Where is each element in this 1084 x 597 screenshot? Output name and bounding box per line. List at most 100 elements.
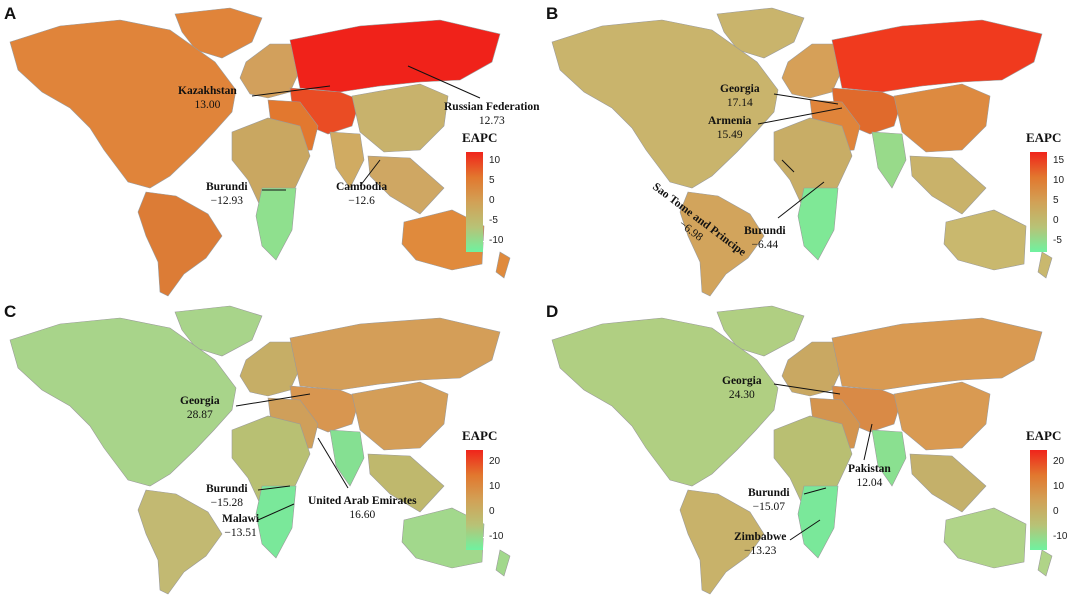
annotation-cambodia: Cambodia −12.6 xyxy=(336,181,388,207)
south-america xyxy=(679,191,765,297)
europe xyxy=(239,341,301,397)
legend-tickmark xyxy=(483,537,487,538)
australia xyxy=(401,209,485,271)
leader-line xyxy=(359,159,381,187)
legend-tick: 20 xyxy=(1053,456,1065,467)
south-america xyxy=(679,489,765,595)
leader-line xyxy=(407,65,481,99)
southeast-asia xyxy=(909,155,987,215)
annotation-georgia: Georgia 17.14 xyxy=(720,83,760,109)
leader-lines-d xyxy=(773,383,873,541)
panel-label: A xyxy=(4,4,17,23)
legend-tick: 10 xyxy=(1053,175,1065,186)
legend-tick: -5 xyxy=(489,215,498,226)
legend-title: EAPC xyxy=(462,130,498,145)
legend-tick: -10 xyxy=(489,235,504,246)
leader-line xyxy=(235,393,311,407)
legend-tickmark xyxy=(1047,161,1051,162)
china xyxy=(351,381,449,451)
legend-tickmark xyxy=(1047,241,1051,242)
southeast-asia xyxy=(367,155,445,215)
southern-africa xyxy=(255,485,297,559)
annotation-georgia: Georgia 28.87 xyxy=(180,395,220,421)
legend-tick: 15 xyxy=(1053,155,1065,166)
annotation-burundi: Burundi −15.07 xyxy=(748,487,790,513)
south-america xyxy=(137,191,223,297)
legend-color-bar xyxy=(1030,152,1047,252)
legend-tick: 0 xyxy=(489,195,495,206)
leader-line xyxy=(251,85,331,97)
legend-tick: 10 xyxy=(489,481,501,492)
legend-tick: -5 xyxy=(1053,235,1062,246)
leader-line xyxy=(773,93,839,105)
legend-tickmark xyxy=(1047,221,1051,222)
europe xyxy=(781,43,843,99)
map-panel-c: C Georgia 28.87 Burundi −15.28 Malawi −13.5… xyxy=(0,298,542,596)
greenland xyxy=(716,7,805,59)
legend-tickmark xyxy=(483,512,487,513)
panel-label: D xyxy=(546,302,559,321)
india xyxy=(871,429,907,487)
south-america xyxy=(137,489,223,595)
legend-tickmark xyxy=(1047,462,1051,463)
annotation-armenia: Armenia 15.49 xyxy=(708,115,752,141)
leader-lines-a xyxy=(251,65,481,191)
annotation-russian-federation: Russian Federation 12.73 xyxy=(444,101,540,127)
north-america xyxy=(9,19,237,189)
annotation-united-arab-emirates: United Arab Emirates 16.60 xyxy=(308,495,417,521)
legend-title: EAPC xyxy=(1026,130,1062,145)
legend-tick: 5 xyxy=(1053,195,1059,206)
legend-color-bar xyxy=(466,152,483,252)
new-zealand xyxy=(495,251,511,279)
legend-tick: 10 xyxy=(489,155,501,166)
legend-color-bar xyxy=(466,450,483,550)
legend-tick: 20 xyxy=(489,456,501,467)
legend-tickmark xyxy=(1047,487,1051,488)
annotation-burundi: Burundi −15.28 xyxy=(206,483,248,509)
world-map-a xyxy=(9,7,511,297)
southern-africa xyxy=(797,187,839,261)
legend-tick: -10 xyxy=(1053,531,1068,542)
india xyxy=(329,429,365,487)
legend-tick: -10 xyxy=(489,531,504,542)
world-map-c xyxy=(9,305,511,595)
china xyxy=(893,381,991,451)
north-america xyxy=(9,317,237,487)
map-panel-d: D Georgia 24.30 Pakistan 12.04 Burundi −15.… xyxy=(542,298,1084,596)
southeast-asia xyxy=(367,453,445,513)
leader-line xyxy=(773,383,841,395)
leader-line xyxy=(757,107,843,125)
legend-tickmark xyxy=(483,201,487,202)
australia xyxy=(943,209,1027,271)
new-zealand xyxy=(1037,251,1053,279)
world-map-b xyxy=(551,7,1053,297)
annotation-georgia: Georgia 24.30 xyxy=(722,375,762,401)
leader-line xyxy=(803,487,827,495)
leader-line xyxy=(789,519,821,541)
world-map-d xyxy=(551,305,1053,595)
annotation-kazakhstan: Kazakhstan 13.00 xyxy=(178,85,237,111)
leader-lines-b xyxy=(757,93,843,219)
legend-tick: 0 xyxy=(1053,215,1059,226)
legend-tick: 0 xyxy=(489,506,495,517)
india xyxy=(329,131,365,189)
legend-tickmark xyxy=(1047,181,1051,182)
legend-tick: 0 xyxy=(1053,506,1059,517)
southern-africa xyxy=(797,485,839,559)
europe xyxy=(239,43,301,99)
annotation-burundi: Burundi −12.93 xyxy=(206,181,248,207)
legend-tick: 5 xyxy=(489,175,495,186)
panel-label: B xyxy=(546,4,559,23)
europe xyxy=(781,341,843,397)
greenland xyxy=(716,305,805,357)
leader-line xyxy=(863,423,873,461)
north-america xyxy=(551,19,779,189)
leader-line xyxy=(777,181,825,219)
legend-tickmark xyxy=(483,487,487,488)
leader-lines-c xyxy=(235,393,349,521)
legend-tickmark xyxy=(1047,512,1051,513)
australia xyxy=(401,507,485,569)
china xyxy=(351,83,449,153)
north-america xyxy=(551,317,779,487)
panel-label: C xyxy=(4,302,17,321)
